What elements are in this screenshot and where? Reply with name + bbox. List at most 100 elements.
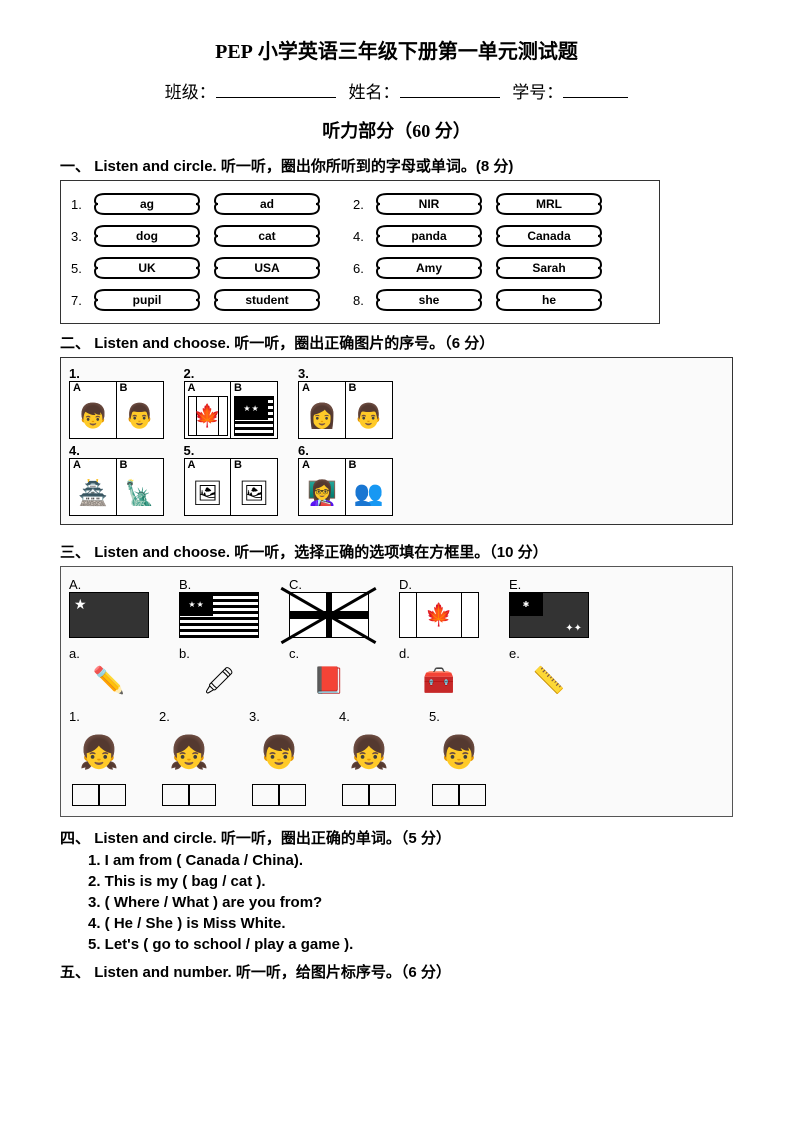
s3-kids-row: 1.👧2.👧3.👦4.👧5.👦 [69, 709, 724, 806]
flag-image [289, 592, 369, 638]
label-a: A [70, 382, 81, 394]
tool-image: 📏 [509, 661, 589, 701]
bone-option[interactable]: pupil [93, 285, 201, 315]
kid-image: 👧 [69, 724, 129, 780]
s3-label: a. [69, 646, 80, 661]
s4-en: Listen and circle. [94, 830, 217, 847]
id-blank[interactable] [563, 80, 628, 98]
option-a[interactable]: A🍁 [184, 381, 232, 439]
bone-option[interactable]: she [375, 285, 483, 315]
name-blank[interactable] [400, 80, 500, 98]
s3-tool-item: e.📏 [509, 646, 589, 701]
ab-pair: A🏯B🗽 [69, 458, 164, 516]
bone-option[interactable]: ag [93, 189, 201, 219]
option-b[interactable]: B★★ [230, 381, 278, 439]
option-a[interactable]: A👦 [69, 381, 117, 439]
bone-option[interactable]: Canada [495, 221, 603, 251]
title-pep: PEP [215, 41, 253, 63]
title-rest: 小学英语三年级下册第一单元测试题 [253, 41, 578, 63]
option-b[interactable]: B🗽 [116, 458, 164, 516]
answer-box[interactable] [72, 784, 127, 806]
s2-row: 4.A🏯B🗽5.A🖼B🖼6.A👩‍🏫B👥 [69, 443, 724, 516]
bone-option[interactable]: student [213, 285, 321, 315]
s2-item: 6.A👩‍🏫B👥 [298, 443, 393, 516]
ab-pair: A👩‍🏫B👥 [298, 458, 393, 516]
option-image: 🍁 [185, 394, 231, 438]
label-a: A [185, 459, 196, 471]
option-b[interactable]: B🖼 [230, 458, 278, 516]
option-b[interactable]: B👨 [116, 381, 164, 439]
option-a[interactable]: A🏯 [69, 458, 117, 516]
flag-image: 🍁 [399, 592, 479, 638]
class-blank[interactable] [216, 80, 336, 98]
s2-item: 3.A👩B👨 [298, 366, 393, 439]
option-a[interactable]: A👩‍🏫 [298, 458, 346, 516]
option-a[interactable]: A👩 [298, 381, 346, 439]
bone-text: Sarah [532, 261, 565, 275]
bone-option[interactable]: UK [93, 253, 201, 283]
s2-item: 5.A🖼B🖼 [184, 443, 279, 516]
s3-flag-item: E.✱✦✦ [509, 577, 589, 638]
bone-text: UK [138, 261, 155, 275]
bone-text: Canada [527, 229, 570, 243]
s2-num: 二、 [60, 335, 90, 352]
s3-cn: 听一听，选择正确的选项填在方框里。（10 分） [234, 544, 547, 561]
option-image: 🏯 [70, 471, 116, 515]
listening-header: 听力部分（60 分） [60, 117, 733, 143]
bone-option[interactable]: dog [93, 221, 201, 251]
s3-label: A. [69, 577, 81, 592]
bone-option[interactable]: Amy [375, 253, 483, 283]
bone-text: MRL [536, 197, 562, 211]
bone-option[interactable]: MRL [495, 189, 603, 219]
q-num: 8. [353, 293, 375, 308]
bone-option[interactable]: NIR [375, 189, 483, 219]
answer-box[interactable] [162, 784, 217, 806]
label-a: A [299, 459, 310, 471]
s3-flag-item: A.★ [69, 577, 149, 638]
bone-option[interactable]: Sarah [495, 253, 603, 283]
ab-pair: A🍁B★★ [184, 381, 279, 439]
s3-kid-item: 4.👧 [339, 709, 399, 806]
option-image: 👨 [346, 394, 392, 438]
option-image: 👩 [299, 394, 345, 438]
s3-label: c. [289, 646, 299, 661]
s3-label: C. [289, 577, 302, 592]
answer-box[interactable] [342, 784, 397, 806]
section4-list: 1. I am from ( Canada / China).2. This i… [88, 852, 733, 953]
s3-tool-item: a.✏️ [69, 646, 149, 701]
s3-flag-item: C. [289, 577, 369, 638]
answer-box[interactable] [432, 784, 487, 806]
s3-tool-item: c.📕 [289, 646, 369, 701]
bone-option[interactable]: cat [213, 221, 321, 251]
bone-option[interactable]: USA [213, 253, 321, 283]
q-num: 4. [353, 229, 375, 244]
s1-en: Listen and circle. [94, 158, 217, 175]
s4-line: 3. ( Where / What ) are you from? [88, 894, 733, 911]
bone-option[interactable]: panda [375, 221, 483, 251]
kid-image: 👦 [249, 724, 309, 780]
label-b: B [231, 382, 242, 394]
ab-pair: A👩B👨 [298, 381, 393, 439]
kid-image: 👦 [429, 724, 489, 780]
id-label: 学号： [512, 83, 563, 102]
option-b[interactable]: B👨 [345, 381, 393, 439]
option-a[interactable]: A🖼 [184, 458, 232, 516]
label-a: A [70, 459, 81, 471]
bone-option[interactable]: ad [213, 189, 321, 219]
s3-kid-item: 1.👧 [69, 709, 129, 806]
bone-text: NIR [419, 197, 440, 211]
bone-text: panda [411, 229, 446, 243]
q-num: 5. [71, 261, 93, 276]
s3-label: e. [509, 646, 520, 661]
section1-head: 一、 Listen and circle. 听一听，圈出你所听到的字母或单词。(… [60, 155, 733, 176]
s4-line: 1. I am from ( Canada / China). [88, 852, 733, 869]
s2-cn: 听一听，圈出正确图片的序号。（6 分） [234, 335, 494, 352]
s3-label: E. [509, 577, 521, 592]
s3-kid-item: 2.👧 [159, 709, 219, 806]
tool-image: ✏️ [69, 661, 149, 701]
answer-box[interactable] [252, 784, 307, 806]
option-b[interactable]: B👥 [345, 458, 393, 516]
option-image: ★★ [231, 394, 277, 438]
s5-en: Listen and number. [94, 964, 232, 981]
bone-option[interactable]: he [495, 285, 603, 315]
